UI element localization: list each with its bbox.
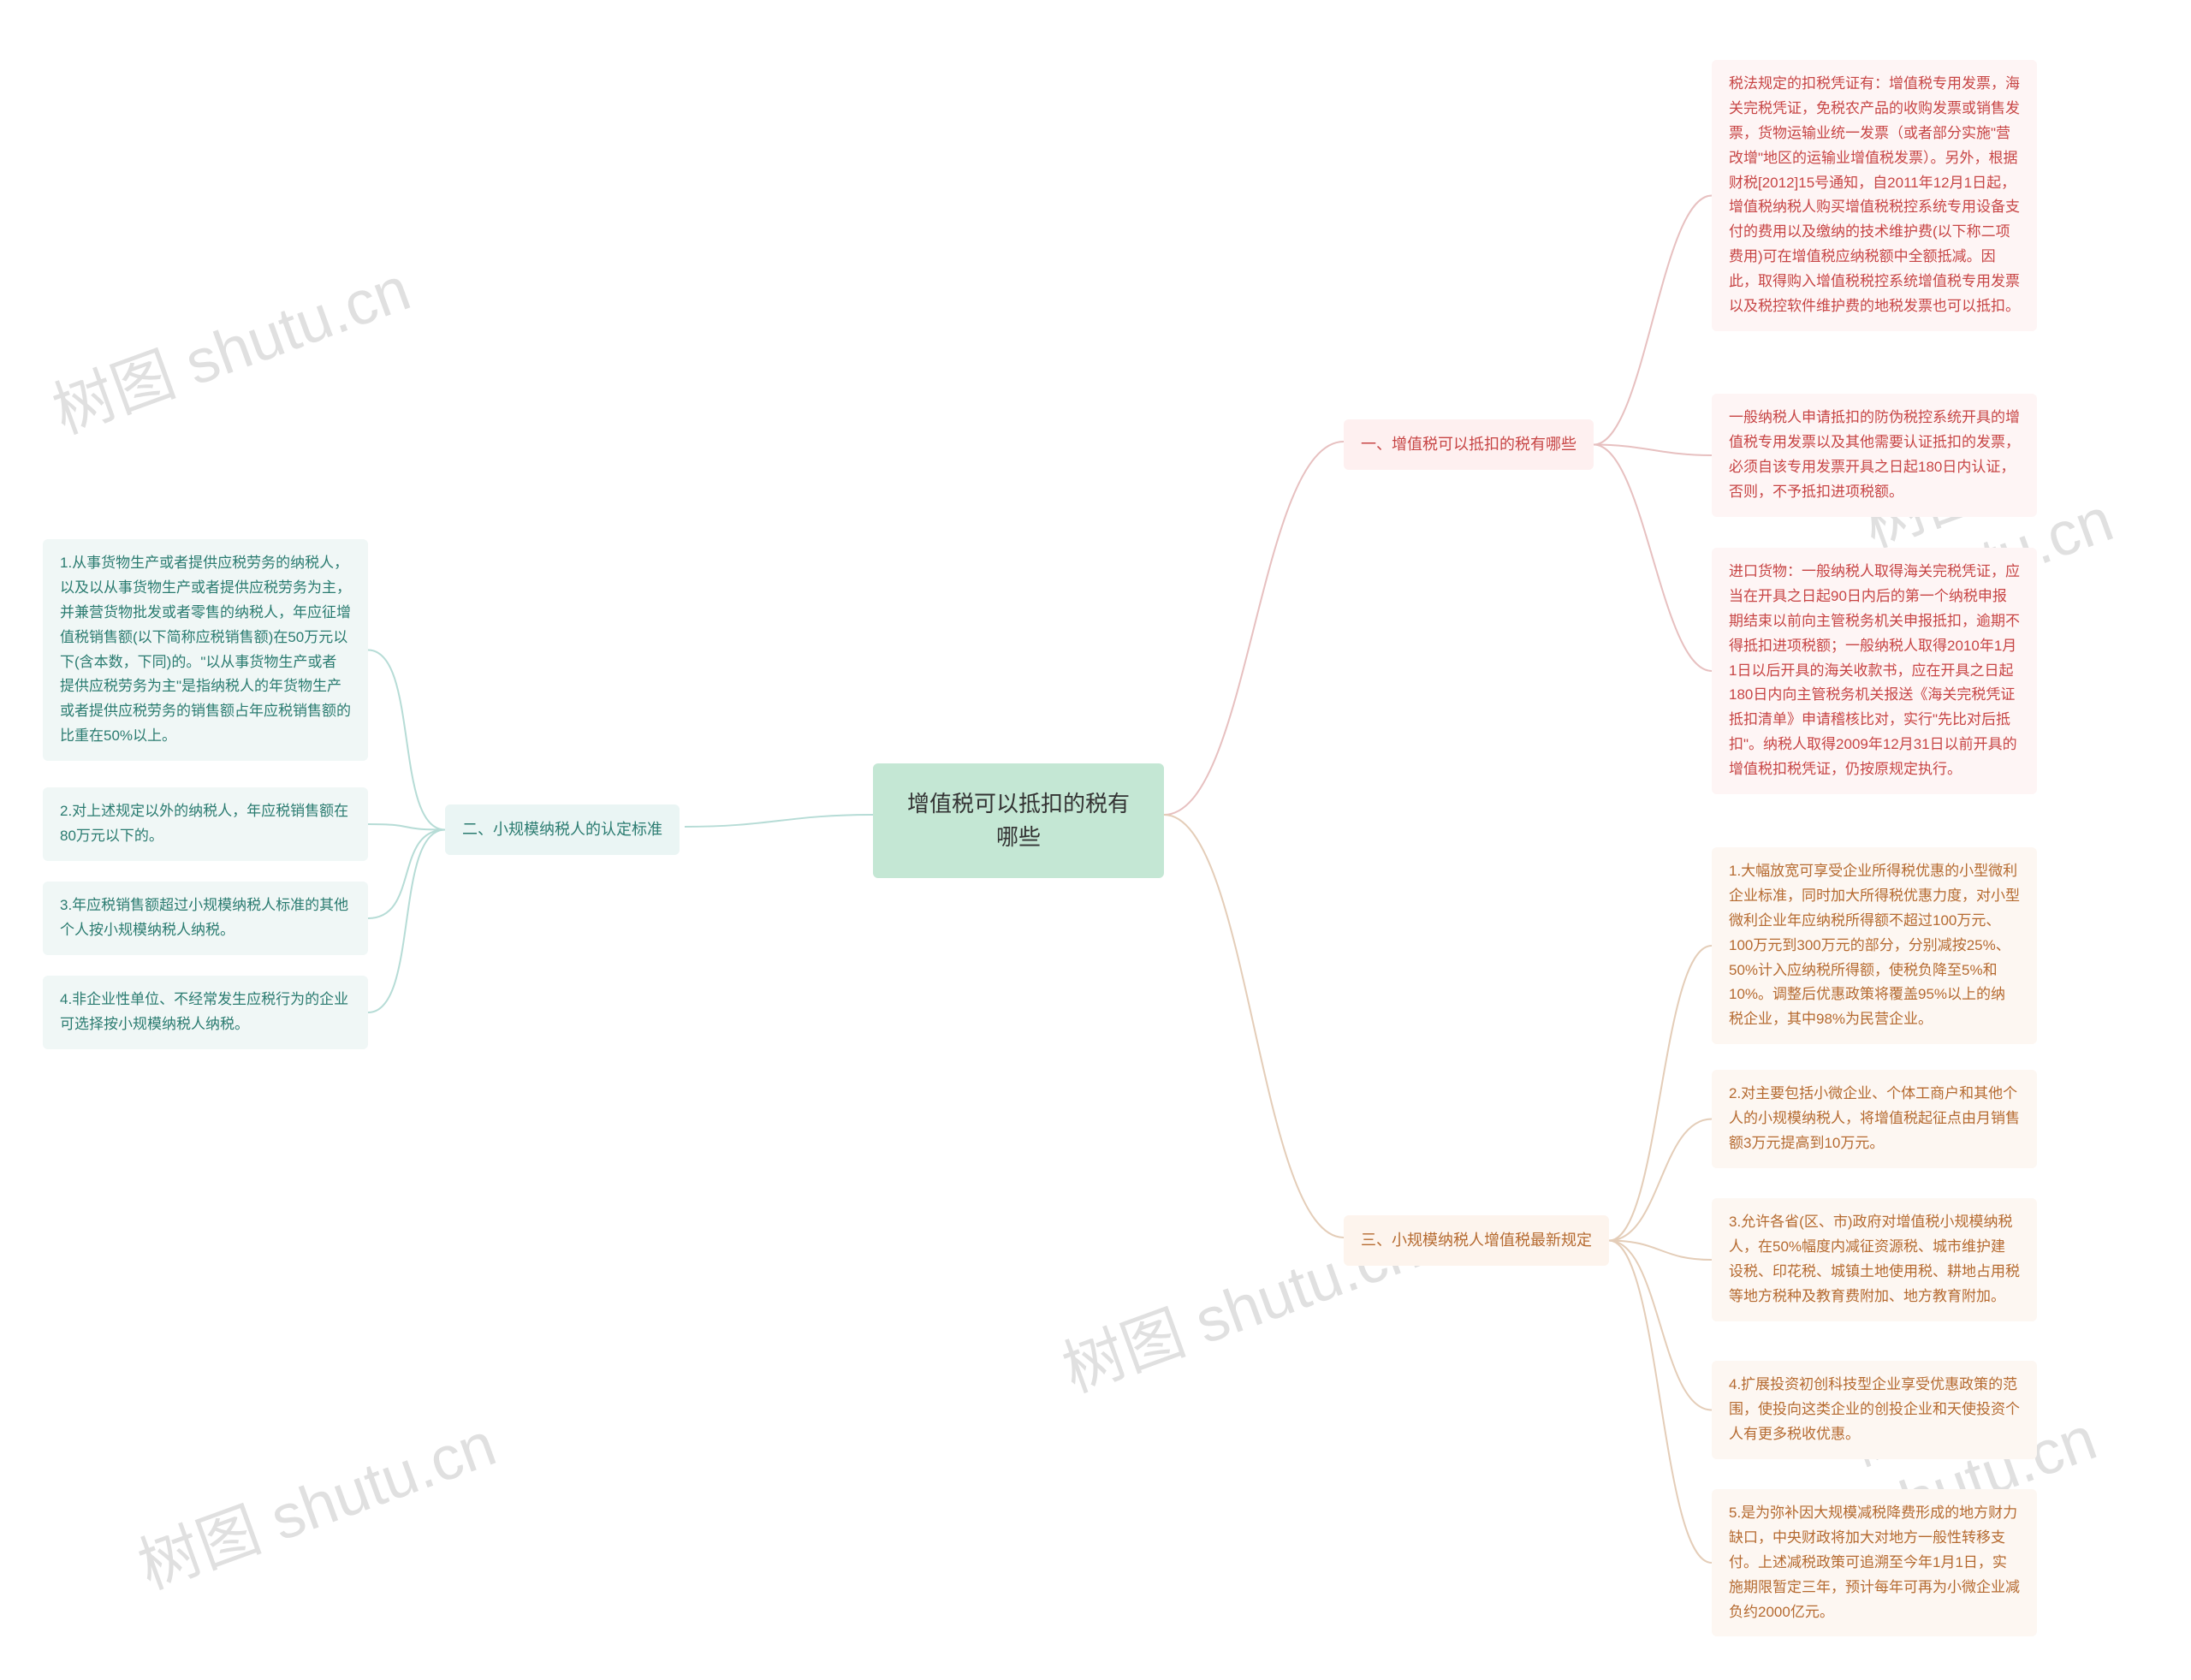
leaf-node[interactable]: 进口货物：一般纳税人取得海关完税凭证，应当在开具之日起90日内后的第一个纳税申报… — [1712, 548, 2037, 794]
mindmap-canvas: 树图 shutu.cn树图 shutu.cn树图 shutu.cn树图 shut… — [0, 0, 2191, 1680]
leaf-node[interactable]: 5.是为弥补因大规模减税降费形成的地方财力缺口，中央财政将加大对地方一般性转移支… — [1712, 1489, 2037, 1636]
leaf-node[interactable]: 一般纳税人申请抵扣的防伪税控系统开具的增值税专用发票以及其他需要认证抵扣的发票，… — [1712, 394, 2037, 517]
center-label: 增值税可以抵扣的税有哪些 — [907, 791, 1130, 850]
leaf-node[interactable]: 3.允许各省(区、市)政府对增值税小规模纳税人，在50%幅度内减征资源税、城市维… — [1712, 1198, 2037, 1321]
branch-node[interactable]: 一、增值税可以抵扣的税有哪些 — [1344, 419, 1594, 470]
leaf-node[interactable]: 2.对主要包括小微企业、个体工商户和其他个人的小规模纳税人，将增值税起征点由月销… — [1712, 1070, 2037, 1168]
branch-node[interactable]: 三、小规模纳税人增值税最新规定 — [1344, 1215, 1609, 1266]
watermark: 树图 shutu.cn — [124, 1394, 506, 1606]
leaf-node[interactable]: 税法规定的扣税凭证有：增值税专用发票，海关完税凭证，免税农产品的收购发票或销售发… — [1712, 60, 2037, 331]
watermark: 树图 shutu.cn — [39, 239, 420, 451]
leaf-node[interactable]: 1.从事货物生产或者提供应税劳务的纳税人，以及以从事货物生产或者提供应税劳务为主… — [43, 539, 368, 761]
leaf-node[interactable]: 4.扩展投资初创科技型企业享受优惠政策的范围，使投向这类企业的创投企业和天使投资… — [1712, 1361, 2037, 1459]
branch-node[interactable]: 二、小规模纳税人的认定标准 — [445, 804, 680, 855]
leaf-node[interactable]: 2.对上述规定以外的纳税人，年应税销售额在80万元以下的。 — [43, 787, 368, 861]
leaf-node[interactable]: 3.年应税销售额超过小规模纳税人标准的其他个人按小规模纳税人纳税。 — [43, 882, 368, 955]
leaf-node[interactable]: 4.非企业性单位、不经常发生应税行为的企业可选择按小规模纳税人纳税。 — [43, 976, 368, 1049]
center-node[interactable]: 增值税可以抵扣的税有哪些 — [873, 763, 1164, 878]
leaf-node[interactable]: 1.大幅放宽可享受企业所得税优惠的小型微利企业标准，同时加大所得税优惠力度，对小… — [1712, 847, 2037, 1044]
